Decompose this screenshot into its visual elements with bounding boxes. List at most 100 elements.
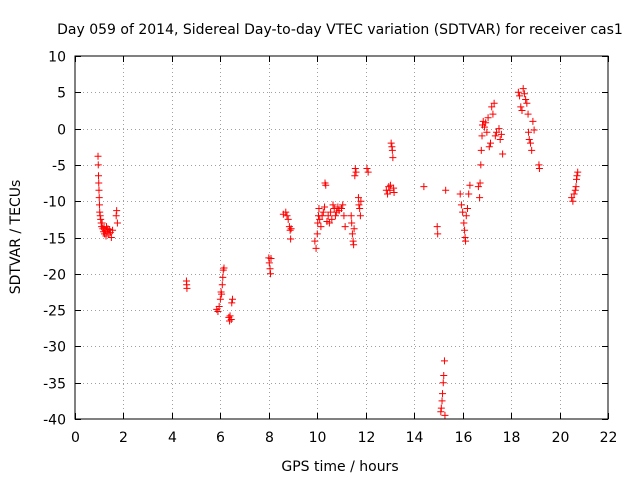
data-point [523, 99, 531, 107]
data-point [331, 212, 339, 220]
data-point [497, 130, 505, 138]
data-point [214, 308, 222, 316]
data-point [499, 150, 507, 158]
y-tick-label: -15 [43, 232, 66, 248]
data-point [482, 119, 490, 127]
data-point [286, 226, 294, 234]
data-point [463, 204, 471, 212]
y-tick: -5 [52, 159, 608, 175]
y-tick-label: -40 [43, 413, 66, 429]
data-point [478, 132, 486, 140]
data-point [216, 295, 224, 303]
data-point [95, 201, 103, 209]
data-point [109, 226, 117, 234]
data-point [313, 230, 321, 238]
data-point [363, 165, 371, 173]
data-point [518, 106, 526, 114]
data-point [457, 201, 465, 209]
y-axis: -40 -35 -30 -25 -20 -15 -10 -5 0 5 10 [43, 50, 608, 429]
data-point [459, 208, 467, 216]
data-point [390, 188, 398, 196]
data-point [514, 88, 522, 96]
x-tick-label: 18 [503, 430, 521, 446]
data-point [218, 290, 226, 298]
data-point [327, 208, 335, 216]
data-point [228, 295, 236, 303]
data-point [572, 183, 580, 191]
data-point [388, 146, 396, 154]
data-point [319, 208, 327, 216]
x-tick: 10 [309, 56, 327, 446]
data-point [386, 181, 394, 189]
y-tick: -10 [43, 195, 608, 211]
data-point [113, 207, 121, 215]
x-tick-label: 22 [600, 430, 618, 446]
data-point [519, 85, 527, 93]
data-point [283, 212, 291, 220]
data-point [318, 212, 326, 220]
x-tick: 22 [600, 56, 618, 446]
data-point [218, 281, 226, 289]
data-point [325, 219, 333, 227]
data-point [339, 201, 347, 209]
y-tick-label: 5 [57, 86, 66, 102]
data-point [522, 96, 530, 104]
data-point [364, 168, 372, 176]
y-tick-label: 0 [57, 123, 66, 139]
data-point [434, 230, 442, 238]
data-point [530, 126, 538, 134]
data-point [477, 146, 485, 154]
data-point [354, 194, 362, 202]
data-point [476, 179, 484, 187]
data-point [347, 212, 355, 220]
data-point [324, 212, 332, 220]
data-point [341, 223, 349, 231]
data-point [433, 223, 441, 231]
data-point [488, 103, 496, 111]
y-tick: -40 [43, 413, 608, 429]
data-point [287, 235, 295, 243]
data-point [316, 215, 324, 223]
y-tick-label: -35 [43, 377, 66, 393]
data-point [526, 139, 534, 147]
x-tick: 18 [503, 56, 521, 446]
data-point [462, 212, 470, 220]
data-point [107, 234, 115, 241]
data-point [351, 172, 359, 180]
y-tick: -35 [43, 377, 608, 393]
data-point [315, 204, 323, 212]
data-point [350, 225, 358, 233]
data-point [287, 225, 295, 233]
data-point [317, 223, 325, 231]
data-point [439, 390, 447, 398]
data-point [267, 255, 275, 263]
data-point [571, 186, 579, 194]
data-point [570, 190, 578, 198]
data-point [574, 168, 582, 176]
data-point [311, 237, 319, 245]
data-point [456, 190, 464, 198]
y-tick-label: -30 [43, 340, 66, 356]
x-tick: 14 [406, 56, 424, 446]
data-point [569, 197, 577, 205]
x-tick-label: 14 [406, 430, 424, 446]
x-tick: 6 [216, 56, 225, 446]
data-point [228, 299, 236, 307]
data-point [460, 219, 468, 227]
data-point [357, 197, 365, 205]
x-tick: 16 [455, 56, 472, 446]
data-point [330, 204, 338, 212]
x-tick-label: 10 [309, 430, 327, 446]
data-point [226, 312, 234, 320]
data-point [355, 201, 363, 209]
x-axis-label: GPS time / hours [281, 459, 398, 475]
x-axis: 0 2 4 6 8 10 12 14 16 18 20 22 [71, 56, 617, 446]
data-point [440, 357, 448, 365]
data-point [322, 181, 330, 189]
data-point [265, 259, 273, 267]
data-point [98, 219, 106, 227]
x-tick-label: 4 [168, 430, 177, 446]
data-point [113, 219, 121, 227]
x-tick: 12 [358, 56, 375, 446]
